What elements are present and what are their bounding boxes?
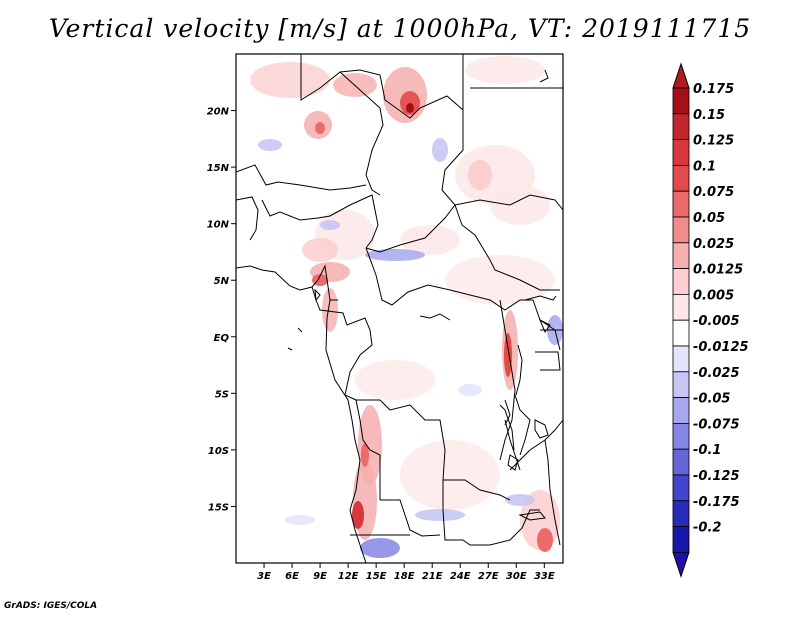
lat-tick-label: 5S bbox=[215, 389, 229, 400]
lon-tick-label: 21E bbox=[422, 571, 443, 582]
colorbar-swatch bbox=[672, 164, 690, 192]
colorbar-label: -0.005 bbox=[693, 314, 740, 329]
colorbar-swatch bbox=[672, 448, 690, 476]
colorbar-swatch bbox=[672, 500, 690, 527]
lat-tick-label: 15S bbox=[208, 502, 229, 513]
colorbar-label: -0.075 bbox=[693, 417, 740, 432]
colorbar-swatch bbox=[672, 319, 690, 347]
colorbar-label: -0.2 bbox=[693, 521, 721, 536]
lat-tick-label: 5N bbox=[214, 276, 230, 287]
colorbar-swatch bbox=[672, 371, 690, 398]
colorbar-label: 0.175 bbox=[693, 82, 734, 97]
lat-tick-label: 20N bbox=[207, 107, 230, 118]
colorbar-swatch bbox=[672, 216, 690, 244]
colorbar-label: 0.005 bbox=[693, 288, 734, 303]
colorbar-label: -0.175 bbox=[693, 495, 740, 510]
colorbar-label: 0.0125 bbox=[693, 263, 743, 278]
colorbar-swatch bbox=[672, 422, 690, 450]
colorbar-top-arrow bbox=[672, 62, 690, 89]
colorbar-swatch bbox=[672, 293, 690, 321]
colorbar-label: 0.15 bbox=[693, 108, 725, 123]
lon-tick-label: 3E bbox=[257, 571, 271, 582]
colorbar-label: -0.1 bbox=[693, 443, 721, 458]
lon-tick-label: 33E bbox=[534, 571, 555, 582]
colorbar-legend: 0.175 0.15 0.125 0.1 0.075 0.05 0.025 0.0125 0.0… bbox=[672, 62, 749, 578]
colorbar-label: -0.125 bbox=[693, 469, 740, 484]
colorbar-swatch bbox=[672, 87, 690, 115]
lon-tick-label: 24E bbox=[450, 571, 471, 582]
colorbar-swatch bbox=[672, 268, 690, 295]
colorbar-label: 0.1 bbox=[693, 159, 716, 174]
colorbar-label: 0.025 bbox=[693, 237, 734, 252]
colorbar-swatch bbox=[672, 397, 690, 424]
map-title: Vertical velocity [m/s] at 1000hPa, VT: … bbox=[48, 14, 752, 43]
lon-tick-label: 9E bbox=[313, 571, 327, 582]
colorbar-swatch bbox=[672, 474, 690, 502]
lon-tick-label: 15E bbox=[366, 571, 387, 582]
lat-tick-label: EQ bbox=[214, 333, 230, 344]
latitude-axis: 20N 15N 10N 5N EQ 5S 10S 15S bbox=[207, 107, 236, 513]
lat-tick-label: 10N bbox=[207, 220, 230, 231]
colorbar-label: -0.025 bbox=[693, 366, 740, 381]
vertical-velocity-field bbox=[250, 56, 563, 558]
lat-tick-label: 15N bbox=[207, 163, 230, 174]
colorbar-swatch bbox=[672, 139, 690, 166]
lon-tick-label: 30E bbox=[506, 571, 527, 582]
lon-tick-label: 6E bbox=[285, 571, 299, 582]
map-frame bbox=[235, 53, 564, 564]
colorbar-swatch bbox=[672, 113, 690, 141]
colorbar-label: -0.05 bbox=[693, 392, 730, 407]
lon-tick-label: 12E bbox=[338, 571, 359, 582]
colorbar-bottom-arrow bbox=[672, 551, 690, 578]
colorbar-swatch bbox=[672, 242, 690, 270]
colorbar-label: 0.05 bbox=[693, 211, 725, 226]
grads-credit: GrADS: IGES/COLA bbox=[4, 601, 98, 611]
colorbar-swatch bbox=[672, 526, 690, 553]
lon-tick-label: 27E bbox=[478, 571, 499, 582]
colorbar-label: 0.125 bbox=[693, 134, 734, 149]
colorbar-swatch bbox=[672, 190, 690, 218]
longitude-axis: 3E 6E 9E 12E 15E 18E 21E 24E 27E 30E 33E bbox=[257, 563, 555, 582]
colorbar-label: 0.075 bbox=[693, 185, 734, 200]
colorbar-label: -0.0125 bbox=[693, 340, 749, 355]
country-borders bbox=[236, 54, 563, 563]
lat-tick-label: 10S bbox=[208, 446, 229, 457]
colorbar-swatch bbox=[672, 345, 690, 373]
lon-tick-label: 18E bbox=[394, 571, 415, 582]
